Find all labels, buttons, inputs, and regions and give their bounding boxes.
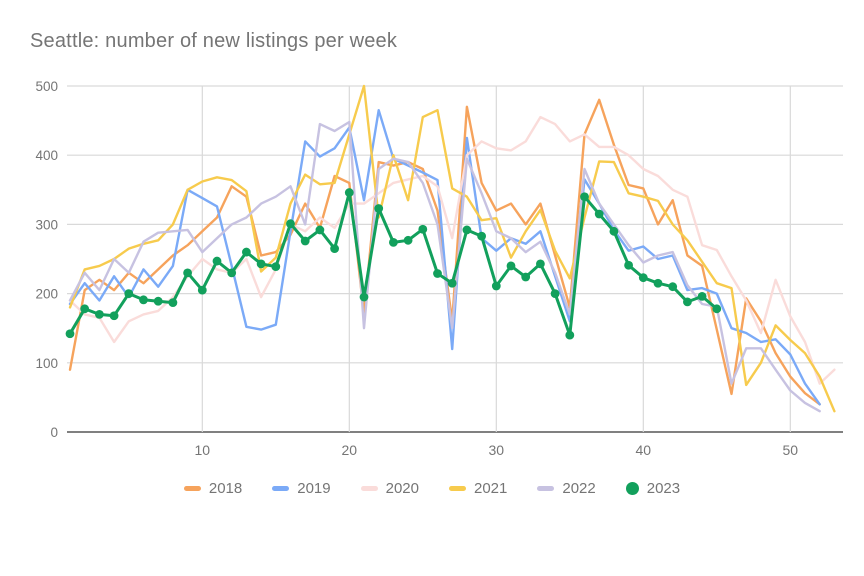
- svg-text:50: 50: [783, 442, 799, 458]
- svg-text:0: 0: [50, 425, 58, 440]
- legend-label-2022: 2022: [562, 480, 596, 497]
- legend-swatch-2022-icon: [537, 486, 555, 491]
- legend-label-2023: 2023: [646, 480, 681, 497]
- svg-text:40: 40: [636, 442, 652, 458]
- svg-text:30: 30: [489, 442, 505, 458]
- legend-label-2018: 2018: [208, 480, 243, 497]
- legend-label-2019: 2019: [297, 480, 331, 497]
- svg-text:200: 200: [35, 287, 58, 302]
- legend-item-2023[interactable]: 2023: [625, 480, 681, 497]
- legend-item-2019[interactable]: 2019: [272, 480, 331, 497]
- legend-item-2020[interactable]: 2020: [360, 480, 419, 497]
- legend-swatch-2021-icon: [449, 486, 466, 491]
- svg-text:400: 400: [35, 148, 58, 163]
- chart-title: Seattle: number of new listings per week: [30, 30, 398, 52]
- legend-swatch-2020-icon: [360, 486, 378, 491]
- legend-swatch-2023-icon: [625, 482, 639, 495]
- legend-swatch-2019-icon: [272, 486, 290, 491]
- legend: 2018 2019 2020 2021 2022 2023: [0, 480, 864, 497]
- plot-area: 0 100 200 300 400 500 10 20 30 40 50: [35, 79, 843, 458]
- svg-text:300: 300: [35, 217, 58, 232]
- legend-item-2021[interactable]: 2021: [449, 480, 507, 497]
- legend-swatch-2018-icon: [183, 486, 201, 491]
- legend-label-2021: 2021: [474, 480, 508, 497]
- svg-text:100: 100: [35, 356, 58, 371]
- legend-item-2018[interactable]: 2018: [183, 480, 243, 497]
- svg-text:10: 10: [195, 442, 211, 458]
- legend-item-2022[interactable]: 2022: [537, 480, 596, 497]
- svg-text:20: 20: [342, 442, 358, 458]
- legend-label-2020: 2020: [385, 480, 419, 497]
- svg-text:500: 500: [35, 79, 58, 94]
